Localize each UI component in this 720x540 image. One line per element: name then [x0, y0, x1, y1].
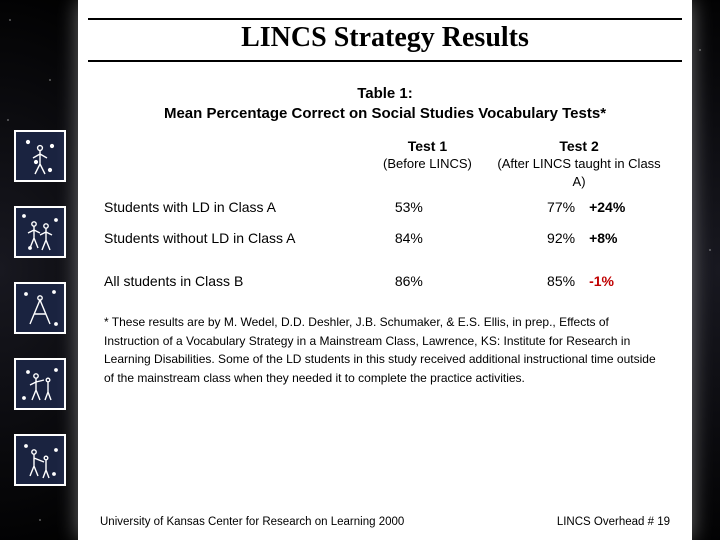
- constellation-icon: [14, 130, 66, 182]
- col-test1: Test 1 (Before LINCS): [367, 135, 488, 193]
- constellation-icon: [14, 434, 66, 486]
- caption-line-2: Mean Percentage Correct on Social Studie…: [164, 105, 606, 122]
- footer-left: University of Kansas Center for Research…: [100, 516, 404, 528]
- row-test2: 92%: [488, 223, 585, 254]
- row-label: Students with LD in Class A: [100, 192, 367, 223]
- table-row: Students without LD in Class A 84% 92% +…: [100, 223, 670, 254]
- row-test1: 84%: [367, 223, 488, 254]
- row-label: Students without LD in Class A: [100, 223, 367, 254]
- row-label: All students in Class B: [100, 266, 367, 297]
- row-test1: 53%: [367, 192, 488, 223]
- table-row: All students in Class B 86% 85% -1%: [100, 266, 670, 297]
- constellation-icon: [14, 206, 66, 258]
- col-test2: Test 2 (After LINCS taught in Class A): [488, 135, 670, 193]
- row-test1: 86%: [367, 266, 488, 297]
- footnote: * These results are by M. Wedel, D.D. De…: [100, 313, 670, 387]
- title-bar: LINCS Strategy Results: [78, 0, 692, 70]
- results-table: Test 1 (Before LINCS) Test 2 (After LINC…: [100, 135, 670, 298]
- row-delta: +24%: [585, 192, 670, 223]
- constellation-icon: [14, 282, 66, 334]
- col-test1-title: Test 1: [408, 138, 447, 154]
- row-test2: 77%: [488, 192, 585, 223]
- row-test2: 85%: [488, 266, 585, 297]
- col-test2-title: Test 2: [559, 138, 598, 154]
- table-spacer: [100, 254, 670, 266]
- table-caption: Table 1: Mean Percentage Correct on Soci…: [100, 84, 670, 125]
- col-test2-sub: (After LINCS taught in Class A): [492, 155, 666, 190]
- content-area: Table 1: Mean Percentage Correct on Soci…: [78, 70, 692, 388]
- content-sheet: LINCS Strategy Results Table 1: Mean Per…: [78, 0, 692, 540]
- sidebar-icon-strip: [14, 130, 66, 486]
- table-row: Students with LD in Class A 53% 77% +24%: [100, 192, 670, 223]
- col-test1-sub: (Before LINCS): [371, 155, 484, 173]
- title-rule-bottom: [88, 60, 682, 62]
- table-header-row: Test 1 (Before LINCS) Test 2 (After LINC…: [100, 135, 670, 193]
- constellation-icon: [14, 358, 66, 410]
- footer-right: LINCS Overhead # 19: [557, 516, 670, 528]
- footer: University of Kansas Center for Research…: [100, 516, 670, 528]
- caption-line-1: Table 1:: [357, 85, 413, 102]
- row-delta: +8%: [585, 223, 670, 254]
- page-title: LINCS Strategy Results: [78, 20, 692, 60]
- row-delta: -1%: [585, 266, 670, 297]
